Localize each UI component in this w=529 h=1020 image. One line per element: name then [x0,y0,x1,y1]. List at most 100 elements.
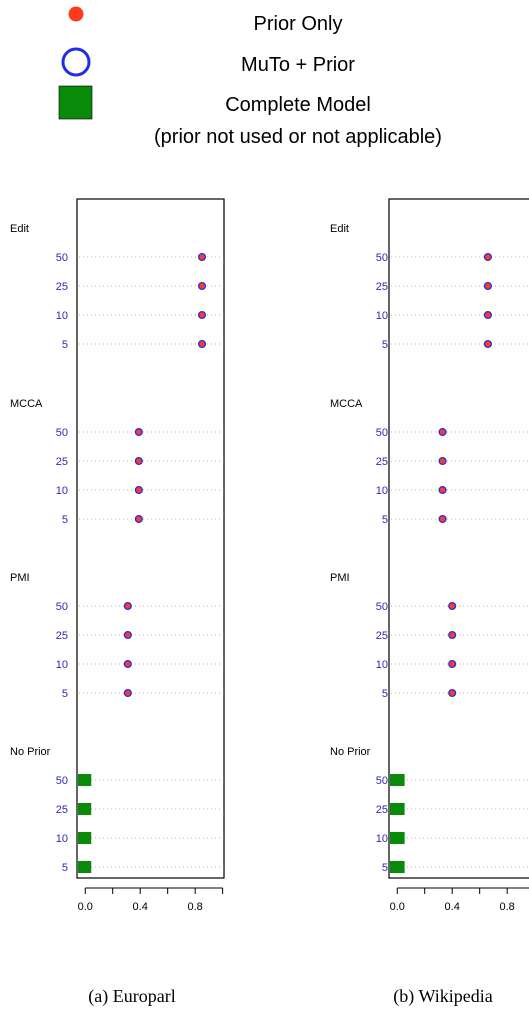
muto-prior-marker [197,281,207,291]
prior-only-marker [448,660,456,668]
row-label: 25 [376,281,388,293]
row-label: 5 [382,514,388,526]
prior-only-marker [124,631,132,639]
row-label: 25 [376,456,388,468]
row-label: 5 [382,688,388,700]
row-label: 25 [56,630,68,642]
prior-only-marker [198,311,206,319]
complete-model-marker [78,803,92,815]
muto-prior-marker [483,339,492,349]
muto-prior-marker [134,514,143,524]
prior-only-marker [124,602,132,610]
muto-prior-marker [197,252,207,262]
muto-prior-marker [134,427,143,437]
muto-prior-marker [438,514,447,524]
muto-prior-marker [448,630,457,640]
legend-complete-sublabel: (prior not used or not applicable) [154,126,442,148]
prior-only-marker [124,660,132,668]
legend-complete-marker [58,85,93,120]
row-label: 5 [62,688,68,700]
muto-prior-marker [448,601,457,611]
prior-only-marker [484,340,492,348]
prior-only-marker [198,282,206,290]
prior-only-marker [484,311,492,319]
row-label: 25 [376,630,388,642]
complete-model-marker [78,774,92,786]
muto-prior-marker [438,427,447,437]
muto-prior-marker [134,485,143,495]
prior-only-marker [439,486,446,494]
caption-wikipedia: (b) Wikipedia [393,986,492,1007]
panel-europarl: Edit 50 25 10 5 MCCA 50 25 10 5 PMI 50 25 10 5 No Prior… [10,198,225,913]
row-label: 10 [376,485,388,497]
group-label: MCCA [330,398,363,410]
complete-model-marker [78,832,92,844]
row-label: 10 [56,833,68,845]
prior-only-marker [124,689,132,697]
x-tick-label: 0.8 [188,901,203,913]
complete-model-marker [390,861,405,873]
prior-only-marker [484,253,492,261]
row-label: 50 [56,601,68,613]
legend-muto-label: MuTo + Prior [241,54,355,76]
caption-europarl: (a) Europarl [88,986,175,1007]
legend-prior-only-label: Prior Only [254,13,343,35]
row-label: 5 [62,339,68,351]
muto-prior-marker [438,485,447,495]
group-label: No Prior [10,746,51,758]
legend-prior-only-marker [68,6,84,22]
prior-only-marker [439,515,446,523]
group-label: PMI [10,572,30,584]
row-label: 10 [376,310,388,322]
prior-only-marker [135,486,143,494]
row-label: 5 [382,862,388,874]
muto-prior-marker [123,601,132,611]
row-label: 50 [56,775,68,787]
legend-complete-label: Complete Model [225,94,371,116]
x-tick-label: 0.8 [500,901,515,913]
prior-only-marker [439,428,446,436]
row-label: 10 [376,659,388,671]
muto-prior-marker [123,688,132,698]
row-label: 50 [56,252,68,264]
row-label: 5 [62,862,68,874]
complete-model-marker [390,803,405,815]
prior-only-marker [198,340,206,348]
prior-only-marker [135,428,143,436]
row-label: 25 [376,804,388,816]
group-label: Edit [10,223,29,235]
muto-prior-marker [483,281,492,291]
x-tick-label: 0.4 [133,901,148,913]
prior-only-marker [135,457,143,465]
prior-only-marker [484,282,492,290]
prior-only-marker [448,689,456,697]
row-label: 50 [376,427,388,439]
row-label: 5 [62,514,68,526]
prior-only-marker [439,457,446,465]
group-label: PMI [330,572,350,584]
row-label: 25 [56,456,68,468]
prior-only-marker [448,602,456,610]
muto-prior-marker [448,688,457,698]
row-label: 5 [382,339,388,351]
muto-prior-marker [123,630,132,640]
plot-frame [76,198,225,879]
muto-prior-marker [197,339,207,349]
muto-prior-marker [483,252,492,262]
prior-only-marker [135,515,143,523]
group-label: No Prior [330,746,371,758]
x-tick-label: 0.0 [390,901,405,913]
complete-model-marker [390,832,405,844]
x-tick-label: 0.0 [78,901,93,913]
complete-model-marker [78,861,92,873]
row-label: 50 [56,427,68,439]
prior-only-marker [448,631,456,639]
row-label: 25 [56,281,68,293]
legend: Prior Only MuTo + Prior Complete Model (… [58,6,442,148]
muto-prior-marker [197,310,207,320]
row-label: 10 [56,310,68,322]
muto-prior-marker [438,456,447,466]
row-label: 10 [56,485,68,497]
group-label: Edit [330,223,349,235]
